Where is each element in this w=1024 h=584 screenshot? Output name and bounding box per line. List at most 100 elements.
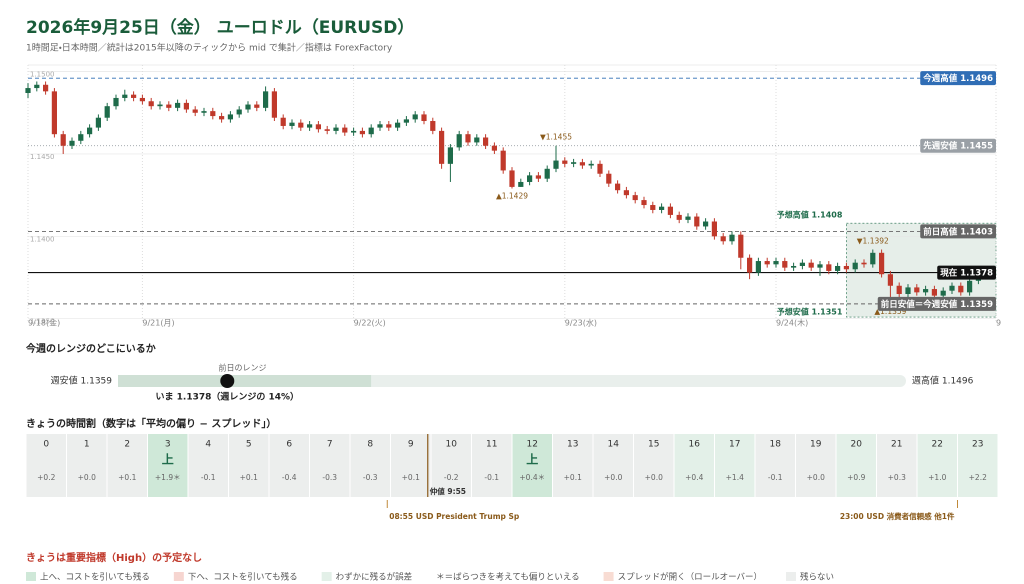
legend-swatch [173, 572, 184, 581]
candle-body [632, 195, 638, 201]
candle-body [641, 200, 647, 206]
hour-label: 0 [43, 440, 49, 450]
hour-value: -0.1 [484, 473, 499, 482]
level-label: 前日高値 1.1403 [923, 226, 993, 237]
legend-label: 上へ、コストを引いても残る [40, 572, 150, 583]
hour-cell [877, 434, 917, 497]
candle-body [518, 181, 524, 187]
candle-body [896, 285, 902, 294]
candle-body [571, 162, 577, 164]
event-label: 08:55 USD President Trump Sp [389, 512, 520, 521]
candle-body [307, 124, 313, 128]
y-tick-label: 1.1400 [30, 235, 55, 243]
hour-value: -0.1 [201, 473, 216, 482]
hour-cell [796, 434, 836, 497]
candle-body [914, 287, 920, 293]
prev-range-label: 前日のレンジ [219, 363, 267, 373]
hour-cell [391, 434, 431, 497]
candle-body [395, 122, 401, 128]
candle-body [403, 119, 409, 123]
x-tick-label: 9 [996, 319, 1001, 328]
hour-label: 14 [608, 440, 620, 450]
y-tick-label: 1.1500 [30, 71, 55, 79]
level-label: 現在 1.1378 [940, 268, 993, 279]
section-title: 今週のレンジのどこにいるか [26, 342, 156, 355]
candle-body [263, 91, 269, 108]
hour-value: +0.1 [564, 473, 582, 482]
hour-cell [674, 434, 714, 497]
hour-label: 17 [729, 440, 740, 450]
candle-body [148, 101, 154, 107]
x-tick-label: 9/22(火) [354, 319, 386, 328]
hour-label: 3 [165, 440, 171, 450]
annotation: ▼1.1392 [857, 237, 889, 246]
candle-body [131, 94, 137, 98]
legend-label: 下へ、コストを引いても残る [188, 572, 298, 583]
candle-body [227, 114, 233, 120]
candle-body [799, 262, 805, 266]
hour-value: +0.1 [402, 473, 420, 482]
legend-swatch [603, 572, 614, 581]
hour-value: +1.9＊ [155, 473, 181, 482]
candle-body [201, 111, 207, 113]
hour-value: +0.3 [888, 473, 906, 482]
candle-body [192, 109, 198, 113]
candle-body [817, 264, 823, 268]
candle-body [887, 274, 893, 286]
hour-label: 20 [851, 440, 863, 450]
hour-cell [958, 434, 998, 497]
candle-body [931, 289, 937, 296]
hour-value: +0.4＊ [519, 473, 545, 482]
candle-body [703, 221, 709, 227]
candle-body [826, 264, 832, 271]
candle-body [474, 137, 480, 143]
candle-body [166, 104, 172, 108]
candle-body [808, 262, 814, 268]
hour-cell [836, 434, 876, 497]
candle-body [711, 221, 717, 237]
event-label: 23:00 USD 消費者信頼感 他1件 [840, 511, 955, 521]
level-badge [877, 296, 996, 311]
candle-body [324, 129, 330, 131]
candle-body [430, 121, 436, 131]
x-tick-label: 9/18(金) [28, 318, 60, 328]
candle-body [588, 163, 594, 166]
hour-label: 8 [367, 440, 373, 450]
hour-label: 12 [527, 440, 538, 450]
y-tick-label: 1.1350 [30, 318, 55, 326]
candle-body [34, 84, 40, 89]
candle-body [60, 134, 66, 146]
hour-cell [472, 434, 512, 497]
candle-body [333, 127, 339, 131]
candle-body [412, 114, 418, 120]
annotation: ▲1.1359 [874, 307, 906, 316]
candle-body [720, 236, 726, 242]
hour-value: -0.1 [768, 473, 783, 482]
hour-label: 10 [446, 440, 458, 450]
candle-body [95, 117, 101, 128]
hour-cell [755, 434, 795, 497]
hour-value: +0.0 [807, 473, 825, 482]
candle-body [465, 134, 471, 143]
candle-body [773, 261, 779, 265]
candle-body [69, 140, 75, 146]
candle-body [289, 122, 295, 126]
hour-label: 1 [84, 440, 90, 450]
candle-body [157, 104, 163, 107]
candle-body [315, 124, 321, 130]
candle-body [755, 261, 761, 273]
candle-body [254, 104, 260, 108]
candle-body [342, 127, 348, 133]
section-title: きょうの時間割（数字は「平均の偏り − スプレッド」） [26, 417, 276, 430]
legend-label: スプレッドが開く（ロールオーバー） [618, 572, 762, 583]
candle-body [139, 97, 145, 102]
hour-cell [310, 434, 350, 497]
candle-body [78, 134, 84, 141]
candle-body [764, 261, 770, 265]
hour-cell [229, 434, 269, 497]
legend-label: 残らない [800, 572, 834, 583]
candle-body [782, 261, 788, 268]
legend-label: ＊＝ばらつきを考えても偏りといえる [436, 572, 579, 583]
candle-body [122, 94, 128, 98]
candle-body [879, 252, 885, 275]
